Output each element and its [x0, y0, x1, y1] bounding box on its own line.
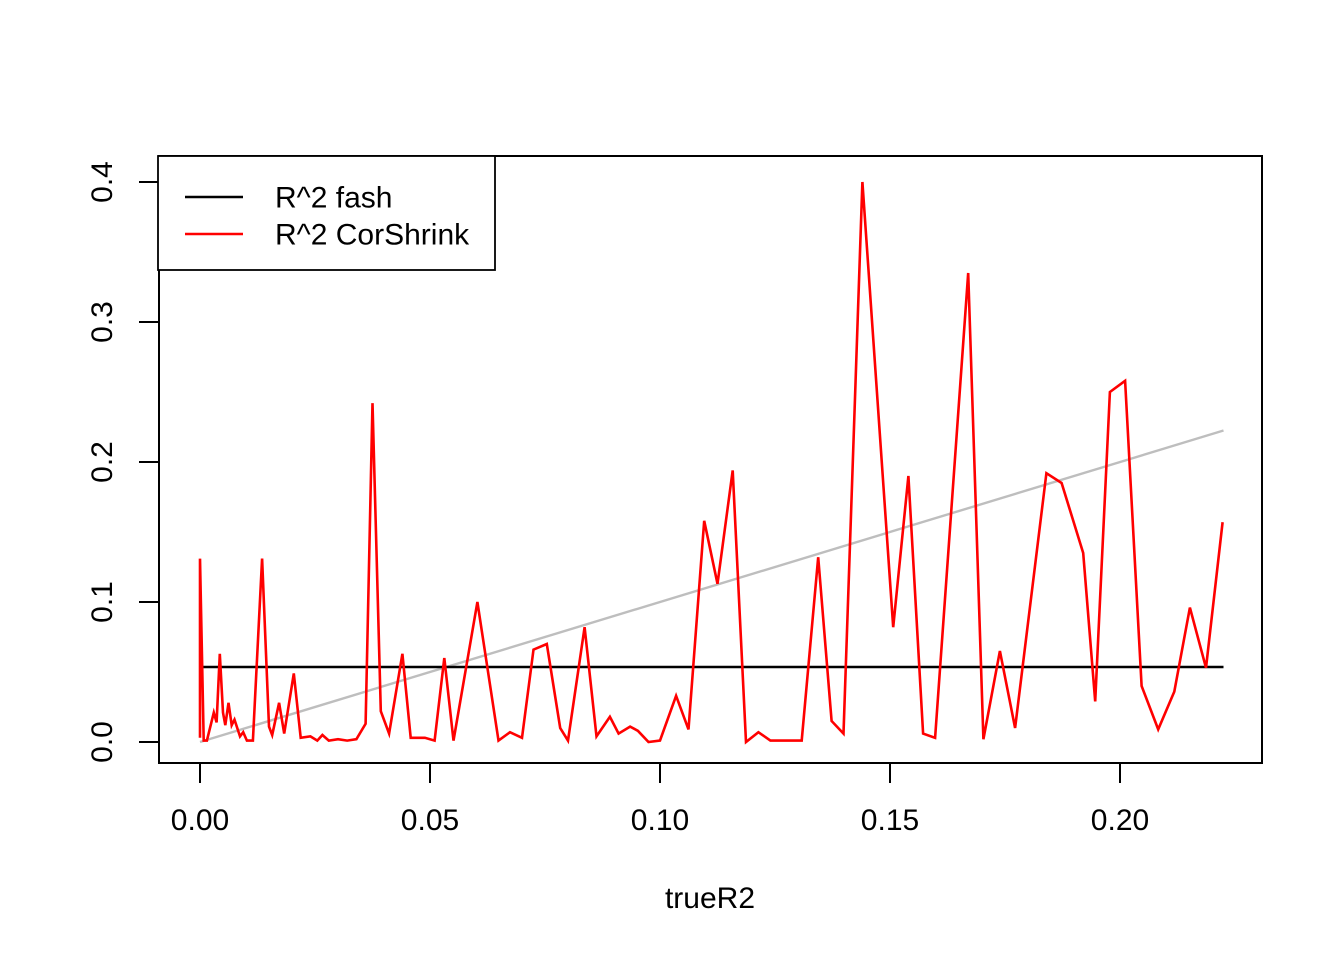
x-tick-label: 0.10	[631, 804, 689, 837]
legend: R^2 fash R^2 CorShrink	[157, 155, 496, 271]
x-axis: 0.00 0.05 0.10 0.15 0.20	[171, 763, 1149, 837]
x-axis-title: trueR2	[665, 882, 755, 915]
series-group	[198, 181, 1224, 745]
legend-label-fash: R^2 fash	[275, 182, 392, 215]
plot-border	[158, 155, 1263, 764]
corshrink-line	[198, 181, 1224, 745]
y-tick-label: 0.3	[86, 301, 119, 343]
x-tick-label: 0.05	[401, 804, 459, 837]
y-tick-label: 0.4	[86, 161, 119, 203]
y-tick-label: 0.2	[86, 441, 119, 483]
x-tick-label: 0.20	[1091, 804, 1149, 837]
y-tick-label: 0.0	[86, 721, 119, 763]
x-tick-label: 0.00	[171, 804, 229, 837]
legend-label-corshrink: R^2 CorShrink	[275, 219, 470, 252]
y-axis: 0.0 0.1 0.2 0.3 0.4	[86, 161, 159, 763]
legend-box	[157, 155, 496, 271]
x-tick-label: 0.15	[861, 804, 919, 837]
y-tick-label: 0.1	[86, 581, 119, 623]
identity-reference-line	[199, 429, 1224, 744]
